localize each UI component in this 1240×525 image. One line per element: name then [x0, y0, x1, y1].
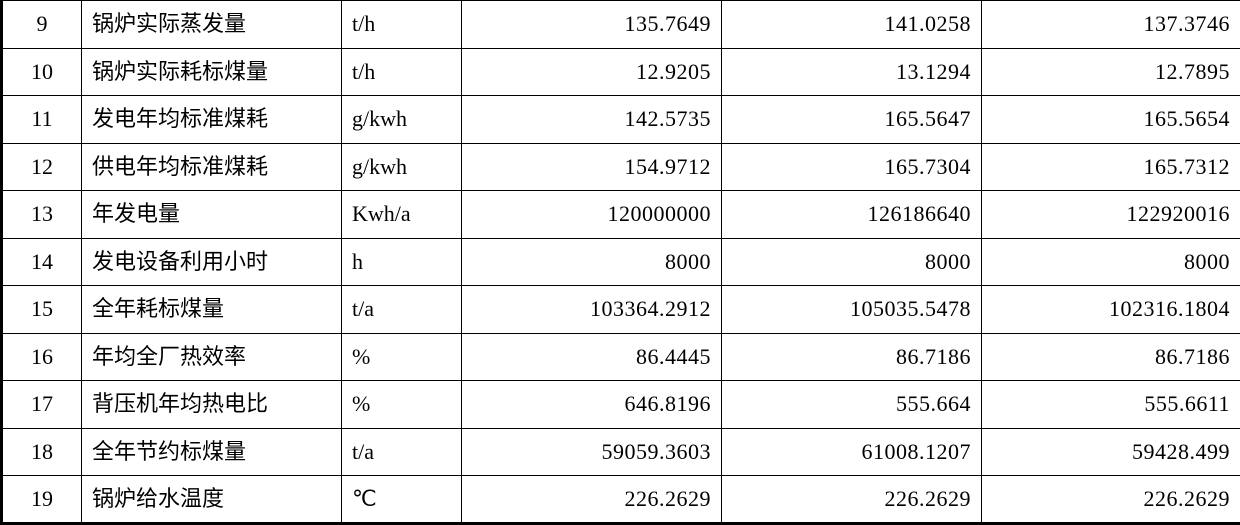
cell-value-1: 103364.2912	[462, 286, 722, 334]
cell-value-3: 8000	[982, 238, 1240, 286]
cell-value-1: 646.8196	[462, 381, 722, 429]
cell-value-1: 86.4445	[462, 333, 722, 381]
cell-value-3: 165.7312	[982, 143, 1240, 191]
cell-value-3: 226.2629	[982, 476, 1240, 524]
cell-unit: %	[342, 333, 462, 381]
cell-value-1: 59059.3603	[462, 428, 722, 476]
cell-index: 14	[2, 238, 82, 286]
cell-value-3: 59428.499	[982, 428, 1240, 476]
cell-unit: t/h	[342, 48, 462, 96]
table-row: 17 背压机年均热电比 % 646.8196 555.664 555.6611	[2, 381, 1240, 429]
cell-unit: ℃	[342, 476, 462, 524]
cell-index: 18	[2, 428, 82, 476]
cell-index: 9	[2, 1, 82, 49]
cell-name: 背压机年均热电比	[82, 381, 342, 429]
cell-unit: g/kwh	[342, 143, 462, 191]
table-row: 19 锅炉给水温度 ℃ 226.2629 226.2629 226.2629	[2, 476, 1240, 524]
cell-index: 11	[2, 96, 82, 144]
cell-name: 供电年均标准煤耗	[82, 143, 342, 191]
cell-index: 10	[2, 48, 82, 96]
cell-value-3: 122920016	[982, 191, 1240, 239]
table-row: 11 发电年均标准煤耗 g/kwh 142.5735 165.5647 165.…	[2, 96, 1240, 144]
table-row: 10 锅炉实际耗标煤量 t/h 12.9205 13.1294 12.7895	[2, 48, 1240, 96]
table-row: 9 锅炉实际蒸发量 t/h 135.7649 141.0258 137.3746	[2, 1, 1240, 49]
cell-name: 全年节约标煤量	[82, 428, 342, 476]
cell-value-2: 105035.5478	[722, 286, 982, 334]
cell-value-1: 135.7649	[462, 1, 722, 49]
cell-value-2: 226.2629	[722, 476, 982, 524]
table-row: 16 年均全厂热效率 % 86.4445 86.7186 86.7186	[2, 333, 1240, 381]
cell-value-2: 61008.1207	[722, 428, 982, 476]
table-row: 14 发电设备利用小时 h 8000 8000 8000	[2, 238, 1240, 286]
cell-index: 16	[2, 333, 82, 381]
cell-value-2: 165.7304	[722, 143, 982, 191]
cell-name: 全年耗标煤量	[82, 286, 342, 334]
cell-unit: t/a	[342, 286, 462, 334]
cell-unit: h	[342, 238, 462, 286]
table-row: 18 全年节约标煤量 t/a 59059.3603 61008.1207 594…	[2, 428, 1240, 476]
cell-unit: Kwh/a	[342, 191, 462, 239]
cell-value-3: 12.7895	[982, 48, 1240, 96]
table-row: 12 供电年均标准煤耗 g/kwh 154.9712 165.7304 165.…	[2, 143, 1240, 191]
table-row: 13 年发电量 Kwh/a 120000000 126186640 122920…	[2, 191, 1240, 239]
cell-value-3: 102316.1804	[982, 286, 1240, 334]
cell-value-3: 86.7186	[982, 333, 1240, 381]
cell-name: 发电设备利用小时	[82, 238, 342, 286]
cell-index: 15	[2, 286, 82, 334]
cell-value-2: 555.664	[722, 381, 982, 429]
cell-index: 17	[2, 381, 82, 429]
cell-index: 13	[2, 191, 82, 239]
cell-unit: t/a	[342, 428, 462, 476]
cell-name: 发电年均标准煤耗	[82, 96, 342, 144]
cell-value-3: 165.5654	[982, 96, 1240, 144]
cell-value-1: 12.9205	[462, 48, 722, 96]
cell-name: 锅炉实际耗标煤量	[82, 48, 342, 96]
cell-name: 年均全厂热效率	[82, 333, 342, 381]
cell-index: 19	[2, 476, 82, 524]
cell-value-2: 13.1294	[722, 48, 982, 96]
cell-unit: g/kwh	[342, 96, 462, 144]
cell-value-2: 126186640	[722, 191, 982, 239]
cell-value-2: 165.5647	[722, 96, 982, 144]
cell-value-2: 8000	[722, 238, 982, 286]
data-table: 9 锅炉实际蒸发量 t/h 135.7649 141.0258 137.3746…	[0, 0, 1240, 525]
data-table-container: 9 锅炉实际蒸发量 t/h 135.7649 141.0258 137.3746…	[0, 0, 1240, 523]
cell-value-2: 86.7186	[722, 333, 982, 381]
table-body: 9 锅炉实际蒸发量 t/h 135.7649 141.0258 137.3746…	[2, 1, 1240, 524]
cell-value-1: 226.2629	[462, 476, 722, 524]
cell-name: 年发电量	[82, 191, 342, 239]
cell-name: 锅炉给水温度	[82, 476, 342, 524]
cell-value-3: 137.3746	[982, 1, 1240, 49]
cell-unit: %	[342, 381, 462, 429]
cell-unit: t/h	[342, 1, 462, 49]
cell-value-1: 154.9712	[462, 143, 722, 191]
cell-value-2: 141.0258	[722, 1, 982, 49]
cell-name: 锅炉实际蒸发量	[82, 1, 342, 49]
cell-value-1: 8000	[462, 238, 722, 286]
cell-value-1: 120000000	[462, 191, 722, 239]
cell-value-3: 555.6611	[982, 381, 1240, 429]
cell-value-1: 142.5735	[462, 96, 722, 144]
cell-index: 12	[2, 143, 82, 191]
table-row: 15 全年耗标煤量 t/a 103364.2912 105035.5478 10…	[2, 286, 1240, 334]
